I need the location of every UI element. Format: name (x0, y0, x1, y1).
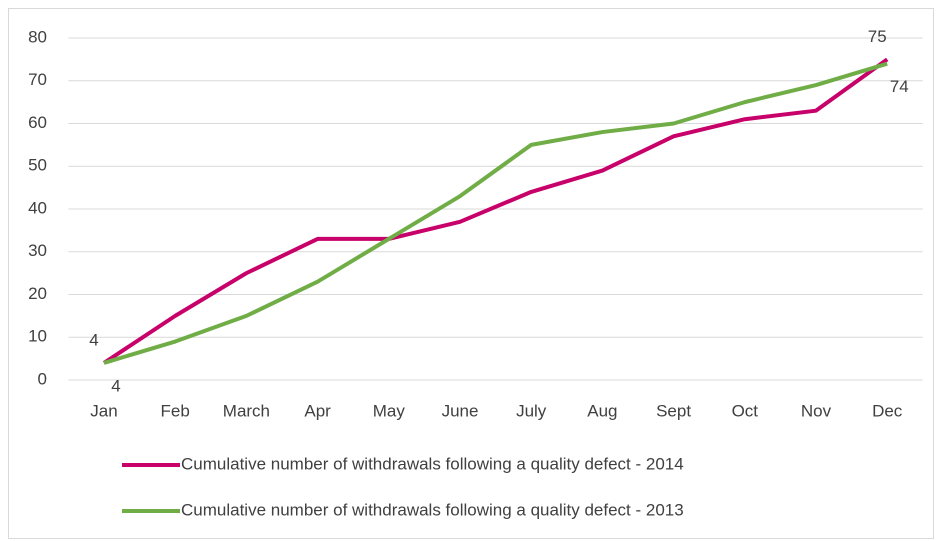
y-tick-label: 60 (28, 113, 47, 132)
x-tick-label: Feb (161, 401, 190, 420)
y-tick-label: 40 (28, 198, 47, 217)
y-tick-label: 0 (38, 369, 47, 388)
series-line (102, 57, 889, 365)
y-tick-label: 80 (28, 27, 47, 46)
data-label: 4 (89, 330, 98, 349)
x-tick-label: Sept (656, 401, 691, 420)
chart-frame (8, 8, 934, 539)
data-label: 74 (890, 77, 909, 96)
data-label: 4 (111, 376, 120, 395)
x-tick-label: May (373, 401, 406, 420)
y-tick-label: 20 (28, 284, 47, 303)
x-tick-label: Aug (587, 401, 617, 420)
x-tick-label: June (442, 401, 479, 420)
legend-label: Cumulative number of withdrawals followi… (181, 500, 684, 519)
x-tick-label: March (223, 401, 270, 420)
legend-label: Cumulative number of withdrawals followi… (181, 454, 684, 473)
x-tick-label: Jan (90, 401, 117, 420)
y-tick-label: 30 (28, 241, 47, 260)
x-tick-label: Nov (801, 401, 832, 420)
y-tick-label: 50 (28, 156, 47, 175)
data-label: 75 (868, 27, 887, 46)
x-tick-label: Dec (872, 401, 903, 420)
x-tick-label: Oct (732, 401, 759, 420)
y-tick-label: 70 (28, 70, 47, 89)
y-tick-label: 10 (28, 327, 47, 346)
series-line (103, 61, 888, 365)
x-tick-label: July (516, 401, 547, 420)
x-tick-label: Apr (304, 401, 331, 420)
